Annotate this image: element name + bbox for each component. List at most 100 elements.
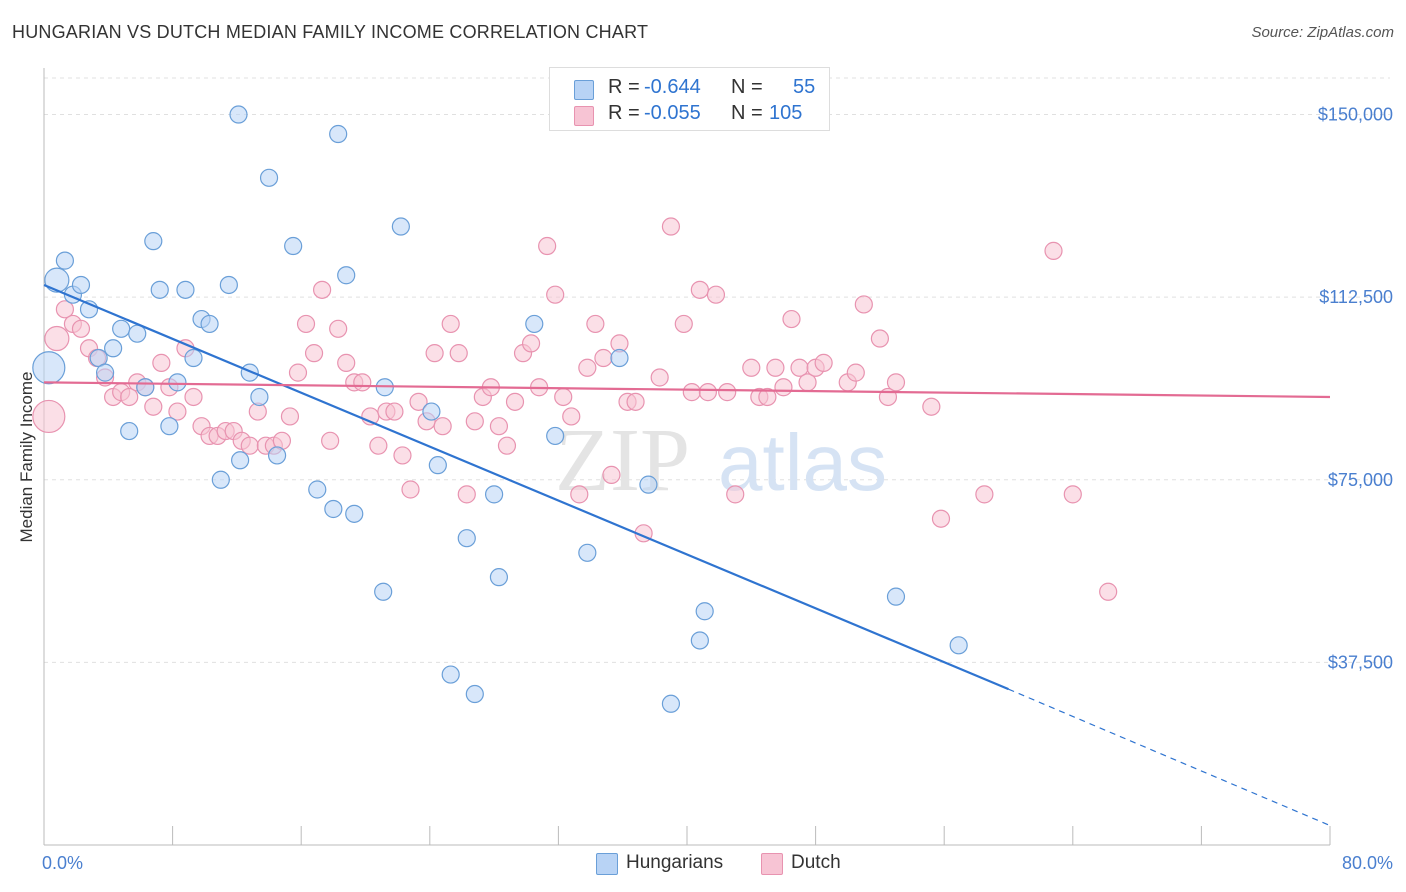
x-tick-label: 80.0%: [1342, 853, 1393, 873]
hungarian-point: [465, 684, 484, 704]
dutch-point: [774, 378, 793, 397]
hungarians-legend-swatch: [596, 853, 618, 875]
hungarian-point: [661, 694, 681, 713]
n-label: N =: [731, 76, 763, 98]
dutch-point: [846, 363, 865, 382]
axes: [43, 68, 1331, 846]
hungarian-point: [695, 602, 714, 621]
hungarian-point: [160, 417, 179, 436]
hungarian-point: [308, 480, 327, 499]
hungarian-point: [120, 421, 139, 441]
dutch-point: [975, 485, 994, 504]
dutch-point: [120, 387, 139, 407]
dutch-point: [682, 383, 701, 402]
hungarian-point: [949, 636, 968, 655]
dutch-point: [554, 387, 573, 407]
hungarian-point: [200, 314, 219, 334]
dutch-point: [168, 402, 187, 421]
dutch-point: [706, 285, 726, 304]
y-tick-label: $112,500: [1319, 287, 1393, 307]
hungarians-trend-line: [43, 283, 1009, 691]
dutch-swatch: [574, 106, 594, 126]
dutch-point: [602, 465, 621, 484]
hungarian-point: [112, 319, 131, 338]
dutch-point: [870, 329, 890, 348]
dutch-point: [661, 217, 681, 236]
hungarian-point: [610, 348, 629, 368]
dutch-point: [886, 373, 906, 392]
dutch-point: [280, 407, 300, 426]
hungarian-point: [485, 485, 504, 504]
dutch-point: [71, 319, 91, 338]
hungarian-point: [324, 499, 343, 519]
dutch-point: [1099, 582, 1118, 601]
dutch-point: [626, 392, 645, 411]
dutch-point: [409, 392, 428, 411]
dutch-point: [393, 446, 412, 465]
hungarian-point: [211, 470, 230, 489]
dutch-point: [152, 353, 171, 372]
dutch-point: [489, 417, 509, 436]
y-tick-label: $37,500: [1328, 652, 1393, 672]
hungarian-point: [32, 351, 66, 385]
hungarian-point: [231, 451, 250, 470]
chart-title: HUNGARIAN VS DUTCH MEDIAN FAMILY INCOME …: [12, 22, 649, 42]
hungarians-legend-label: Hungarians: [626, 852, 724, 873]
hungarian-point: [329, 124, 348, 144]
hungarian-point: [104, 339, 123, 358]
hungarian-point: [44, 267, 70, 293]
dutch-point: [465, 412, 484, 431]
dutch-point: [385, 402, 404, 421]
n-label: N =: [731, 102, 763, 124]
dutch-point: [288, 363, 308, 382]
trend-lines: [43, 283, 1331, 827]
hungarian-point: [578, 543, 597, 562]
dutch-point: [718, 383, 737, 402]
dutch-point: [674, 314, 693, 334]
source-label: Source: ZipAtlas.com: [1251, 24, 1394, 41]
dutch-point: [497, 436, 517, 455]
dutch-point: [562, 407, 581, 426]
r-label: R =: [608, 76, 640, 98]
hungarian-point: [229, 105, 248, 124]
dutch-point: [296, 314, 316, 334]
dutch-point: [726, 485, 745, 504]
dutch-point: [782, 309, 801, 329]
dutch-point: [546, 285, 565, 304]
hungarian-point: [639, 475, 658, 494]
dutch-point: [353, 373, 372, 392]
y-tick-label: $150,000: [1318, 105, 1393, 125]
dutch-point: [1044, 241, 1063, 260]
dutch-point: [594, 348, 613, 368]
dutch-point: [586, 314, 605, 334]
hungarians-swatch: [574, 80, 594, 100]
hungarian-point: [250, 387, 269, 407]
correlation-legend: R = -0.644 N = 55 R = -0.055 N = 105: [549, 67, 830, 131]
dutch-point: [690, 280, 709, 299]
hungarian-point: [428, 456, 447, 475]
dutch-point: [814, 353, 833, 372]
dutch-point: [329, 319, 348, 338]
dutch-point: [32, 399, 66, 434]
dutch-point: [433, 417, 452, 436]
dutch-point: [240, 436, 259, 455]
hungarian-point: [55, 251, 74, 270]
dutch-point: [321, 431, 340, 450]
hungarian-point: [176, 280, 195, 299]
hungarian-point: [219, 275, 238, 295]
dutch-point: [578, 358, 597, 377]
r-label: R =: [608, 102, 640, 124]
hungarian-point: [345, 504, 364, 523]
dutch-point: [312, 280, 332, 299]
hungarian-point: [144, 232, 163, 251]
dutch-point: [742, 358, 761, 377]
hungarian-point: [168, 373, 187, 392]
hungarian-point: [136, 378, 155, 397]
dutch-point: [184, 387, 203, 407]
dutch-point: [401, 480, 420, 499]
watermark-atlas: atlas: [718, 418, 887, 507]
dutch-point: [931, 509, 951, 528]
dutch-point: [441, 314, 460, 334]
dutch-point: [538, 236, 557, 256]
